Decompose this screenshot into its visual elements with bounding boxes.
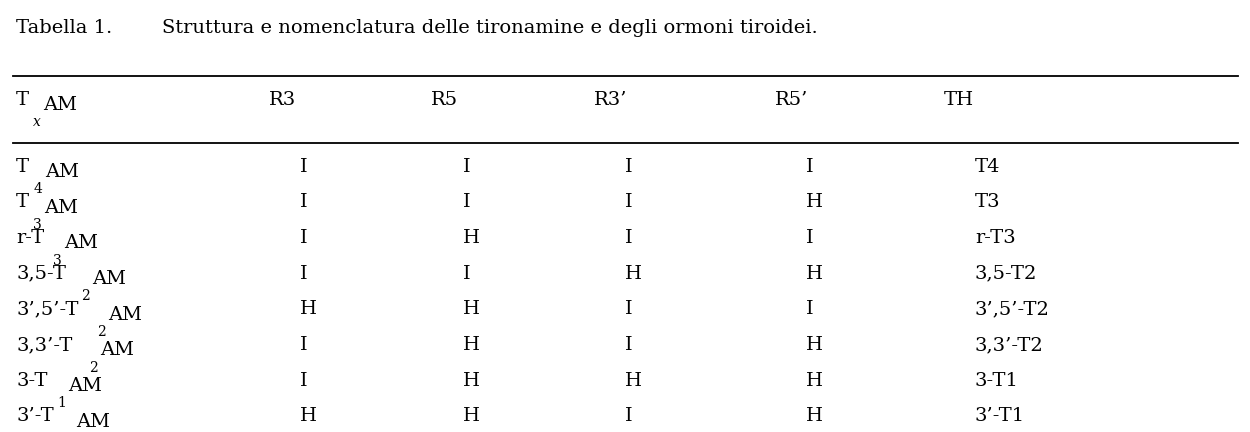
Text: I: I: [625, 407, 632, 425]
Text: H: H: [300, 300, 318, 318]
Text: AM: AM: [109, 305, 142, 324]
Text: H: H: [462, 300, 480, 318]
Text: 3,3’-T: 3,3’-T: [16, 336, 72, 354]
Text: 3,5-T2: 3,5-T2: [975, 264, 1038, 283]
Text: I: I: [462, 158, 470, 176]
Text: H: H: [806, 336, 824, 354]
Text: I: I: [300, 336, 308, 354]
Text: AM: AM: [76, 413, 110, 431]
Text: I: I: [625, 300, 632, 318]
Text: I: I: [300, 194, 308, 211]
Text: I: I: [625, 194, 632, 211]
Text: AM: AM: [69, 377, 102, 395]
Text: 1: 1: [58, 396, 66, 410]
Text: I: I: [806, 300, 814, 318]
Text: 2: 2: [98, 325, 106, 339]
Text: H: H: [806, 194, 824, 211]
Text: 3-T: 3-T: [16, 372, 48, 390]
Text: AM: AM: [44, 96, 78, 114]
Text: T: T: [16, 194, 30, 211]
Text: 3-T1: 3-T1: [975, 372, 1019, 390]
Text: 3’,5’-T2: 3’,5’-T2: [975, 300, 1050, 318]
Text: 2: 2: [81, 289, 90, 303]
Text: H: H: [462, 336, 480, 354]
Text: I: I: [625, 158, 632, 176]
Text: I: I: [806, 158, 814, 176]
Text: H: H: [462, 407, 480, 425]
Text: T3: T3: [975, 194, 1000, 211]
Text: H: H: [806, 407, 824, 425]
Text: 3,5-T: 3,5-T: [16, 264, 66, 283]
Text: 3: 3: [52, 254, 61, 268]
Text: AM: AM: [92, 270, 126, 288]
Text: H: H: [300, 407, 318, 425]
Text: I: I: [625, 336, 632, 354]
Text: 2: 2: [89, 361, 98, 375]
Text: H: H: [806, 264, 824, 283]
Text: R3’: R3’: [594, 91, 628, 109]
Text: Tabella 1.: Tabella 1.: [16, 19, 112, 38]
Text: I: I: [625, 229, 632, 247]
Text: I: I: [462, 264, 470, 283]
Text: I: I: [300, 264, 308, 283]
Text: H: H: [625, 264, 642, 283]
Text: r-T: r-T: [16, 229, 45, 247]
Text: H: H: [625, 372, 642, 390]
Text: AM: AM: [45, 199, 79, 217]
Text: R3: R3: [269, 91, 296, 109]
Text: 3: 3: [34, 218, 42, 232]
Text: I: I: [300, 229, 308, 247]
Text: I: I: [300, 372, 308, 390]
Text: H: H: [806, 372, 824, 390]
Text: I: I: [806, 229, 814, 247]
Text: AM: AM: [45, 163, 79, 181]
Text: r-T3: r-T3: [975, 229, 1016, 247]
Text: R5: R5: [431, 91, 459, 109]
Text: AM: AM: [64, 234, 98, 252]
Text: 3,3’-T2: 3,3’-T2: [975, 336, 1044, 354]
Text: Struttura e nomenclatura delle tironamine e degli ormoni tiroidei.: Struttura e nomenclatura delle tironamin…: [162, 19, 819, 38]
Text: H: H: [462, 229, 480, 247]
Text: TH: TH: [944, 91, 974, 109]
Text: T: T: [16, 91, 30, 109]
Text: I: I: [300, 158, 308, 176]
Text: 3’,5’-T: 3’,5’-T: [16, 300, 79, 318]
Text: T4: T4: [975, 158, 1000, 176]
Text: AM: AM: [100, 341, 134, 359]
Text: H: H: [462, 372, 480, 390]
Text: 3’-T1: 3’-T1: [975, 407, 1025, 425]
Text: 4: 4: [34, 182, 42, 197]
Text: R5’: R5’: [775, 91, 809, 109]
Text: I: I: [462, 194, 470, 211]
Text: 3’-T: 3’-T: [16, 407, 54, 425]
Text: T: T: [16, 158, 30, 176]
Text: x: x: [34, 115, 41, 130]
